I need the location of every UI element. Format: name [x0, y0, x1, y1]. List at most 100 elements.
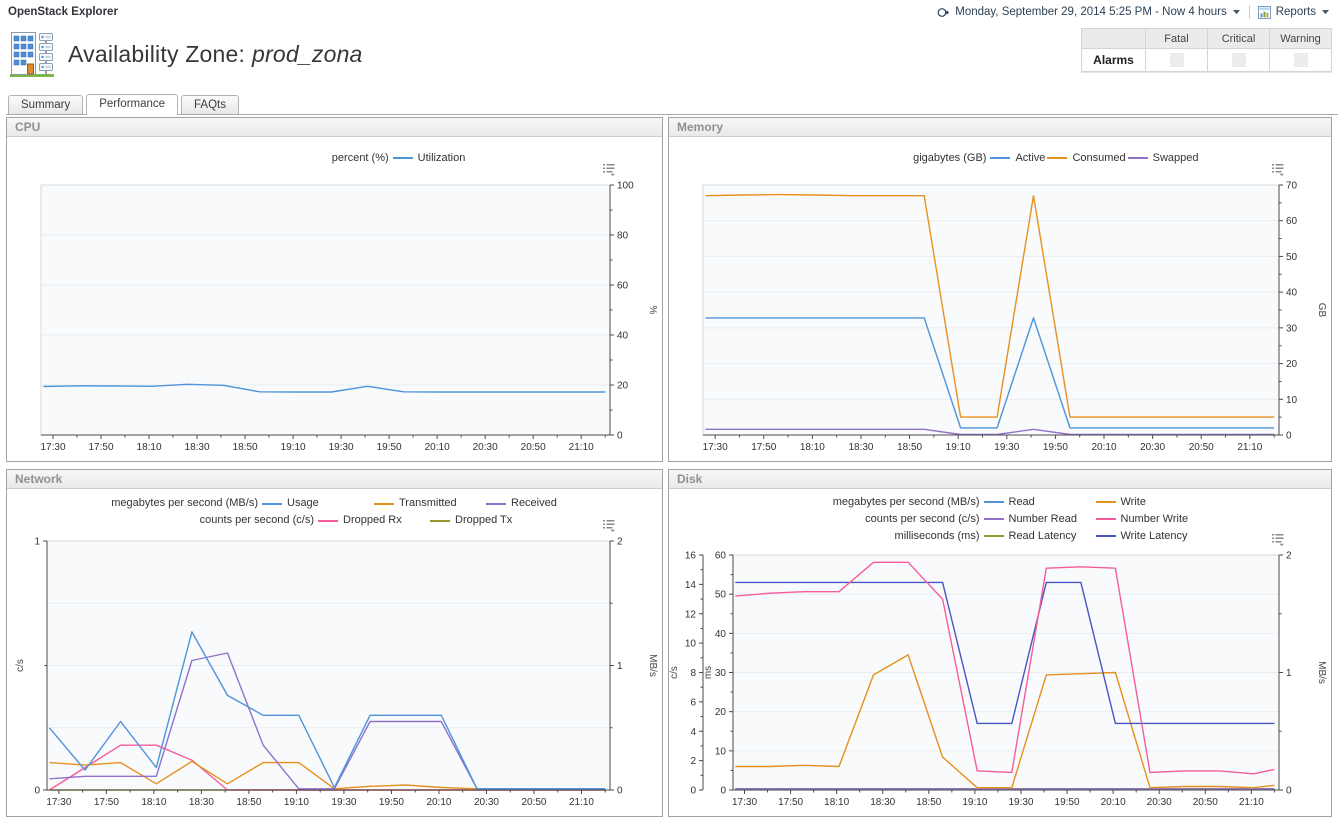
- axis-tick-label: 10: [1286, 395, 1298, 406]
- x-axis-tick-label: 17:50: [89, 442, 114, 453]
- axis-tick-label: 0: [617, 431, 623, 442]
- tab-faqts[interactable]: FAQts: [181, 95, 239, 114]
- x-axis-tick-label: 17:30: [40, 442, 65, 453]
- x-axis-tick-label: 19:10: [284, 797, 309, 808]
- legend-item-utilization: Utilization: [391, 150, 465, 167]
- top-bar: OpenStack Explorer Monday, September 29,…: [0, 0, 1338, 22]
- chevron-down-icon: [1322, 10, 1329, 15]
- axis-tick-label: 14: [685, 580, 697, 591]
- axis-tick-label: 2: [1286, 551, 1292, 562]
- network-chart-canvas[interactable]: 0 1 c/s 0 1 2 MB/s 17:30 17:50 18:10 18:30 18:50 19:…: [7, 535, 662, 816]
- x-axis-tick-label: 21:10: [1237, 442, 1262, 453]
- axis-tick-label: 60: [715, 551, 727, 562]
- x-axis-tick-label: 18:30: [848, 442, 873, 453]
- axis-tick-label: 50: [715, 590, 727, 601]
- alarms-warning-count[interactable]: [1269, 48, 1332, 72]
- axis-tick-label: 0: [720, 786, 726, 797]
- legend-swatch: [1095, 535, 1116, 537]
- alarms-fatal-count[interactable]: [1145, 48, 1208, 72]
- x-axis-tick-label: 20:10: [426, 797, 451, 808]
- axis-tick-label: 6: [690, 697, 696, 708]
- legend-item-received: Received: [484, 495, 596, 512]
- panel-disk: Disk megabytes per second (MB/s) Read Writ…: [668, 469, 1332, 817]
- x-axis-tick-label: 17:50: [94, 797, 119, 808]
- axis-tick-label: 2: [690, 756, 696, 767]
- x-axis-tick-label: 17:50: [751, 442, 776, 453]
- memory-chart-canvas[interactable]: 0 10 20 30 40 50 60 70 GB 17:30 17:50 18:10 18:30 18:…: [669, 179, 1331, 461]
- axis-tick-label: 4: [690, 727, 696, 738]
- chart-options-icon[interactable]: [1271, 533, 1285, 551]
- legend-unit-label: percent (%): [331, 151, 389, 164]
- tab-summary[interactable]: Summary: [8, 95, 84, 114]
- x-axis-tick-label: 18:30: [185, 442, 210, 453]
- legend-unit-label: milliseconds (ms): [894, 529, 980, 542]
- axis-tick-label: 80: [617, 231, 629, 242]
- time-range-label: Monday, September 29, 2014 5:25 PM - Now…: [955, 6, 1227, 18]
- panel-memory-header: Memory: [669, 118, 1331, 137]
- legend-item-dropped-tx: Dropped Tx: [428, 512, 540, 529]
- x-axis-tick-label: 17:50: [778, 797, 803, 808]
- axis-tick-label: 40: [1286, 288, 1298, 299]
- legend-item-consumed: Consumed: [1045, 150, 1126, 167]
- x-axis-tick-label: 17:30: [703, 442, 728, 453]
- series-consumed: [705, 193, 1275, 418]
- x-axis-tick-label: 20:30: [474, 797, 499, 808]
- series-utilization: [43, 383, 606, 393]
- alarms-corner-cell: [1081, 28, 1146, 49]
- x-axis-tick-label: 18:50: [916, 797, 941, 808]
- axis-tick-label: 20: [1286, 359, 1298, 370]
- chart-options-icon[interactable]: [602, 519, 616, 537]
- page-title: Availability Zone: prod_zona: [68, 40, 363, 67]
- series-active: [705, 317, 1275, 429]
- alarms-col-warning: Warning: [1269, 28, 1332, 49]
- x-axis-tick-label: 17:30: [46, 797, 71, 808]
- axis-tick-label: 60: [617, 281, 629, 292]
- memory-legend: gigabytes (GB) Active Consumed Swapped: [669, 137, 1331, 179]
- axis-tick-label: 16: [685, 551, 697, 562]
- x-axis-tick-label: 18:50: [233, 442, 258, 453]
- reports-button[interactable]: Reports: [1257, 5, 1330, 19]
- legend-item-number-read: Number Read: [982, 511, 1094, 528]
- series-usage: [48, 631, 606, 790]
- legend-item-active: Active: [988, 150, 1045, 167]
- axis-tick-label: 70: [1286, 181, 1298, 192]
- chart-options-icon[interactable]: [1271, 163, 1285, 181]
- disk-chart-canvas[interactable]: 0246810121416c/s0102030405060ms012MB/s17…: [669, 549, 1331, 816]
- network-legend: megabytes per second (MB/s) Usage Transmit…: [7, 489, 662, 535]
- legend-item-number-write: Number Write: [1094, 511, 1206, 528]
- axis-unit-label: c/s: [15, 659, 26, 672]
- axis-tick-label: 40: [617, 331, 629, 342]
- panel-network: Network megabytes per second (MB/s) Usage…: [6, 469, 663, 817]
- legend-swatch: [486, 502, 506, 505]
- time-range-selector[interactable]: Monday, September 29, 2014 5:25 PM - Now…: [937, 6, 1240, 19]
- availability-zone-icon: [10, 32, 54, 77]
- x-axis-tick-label: 20:10: [1091, 442, 1116, 453]
- reports-icon: [1257, 5, 1271, 19]
- x-axis-tick-label: 20:10: [425, 442, 450, 453]
- legend-swatch: [1095, 518, 1116, 520]
- x-axis-tick-label: 19:50: [377, 442, 402, 453]
- cpu-chart-canvas[interactable]: 0 20 40 60 80 100% 17:30 17:50 18:10 18:30 18:50 19…: [7, 179, 662, 461]
- chart-options-icon[interactable]: [602, 163, 616, 181]
- panel-memory: Memory gigabytes (GB) Active Consumed Swapp…: [668, 117, 1332, 462]
- series-write: [735, 654, 1275, 789]
- axis-tick-label: 8: [690, 668, 696, 679]
- axis-tick-label: 10: [715, 746, 727, 757]
- axis-unit-label: ms: [703, 666, 714, 679]
- zone-name: prod_zona: [252, 40, 363, 67]
- axis-tick-label: 0: [690, 786, 696, 797]
- x-axis-tick-label: 19:30: [1008, 797, 1033, 808]
- tab-performance[interactable]: Performance: [86, 94, 179, 115]
- axis-tick-label: 12: [685, 609, 697, 620]
- time-range-icon: [937, 7, 950, 17]
- x-axis-tick-label: 21:10: [569, 442, 594, 453]
- legend-swatch: [990, 157, 1011, 159]
- axis-tick-label: 1: [34, 537, 40, 548]
- legend-swatch: [1095, 501, 1116, 503]
- axis-tick-label: 2: [617, 537, 623, 548]
- alarms-critical-count[interactable]: [1207, 48, 1270, 72]
- legend-item-usage: Usage: [260, 495, 372, 512]
- x-axis-tick-label: 19:10: [281, 442, 306, 453]
- x-axis-tick-label: 20:50: [1189, 442, 1214, 453]
- reports-label: Reports: [1275, 6, 1316, 18]
